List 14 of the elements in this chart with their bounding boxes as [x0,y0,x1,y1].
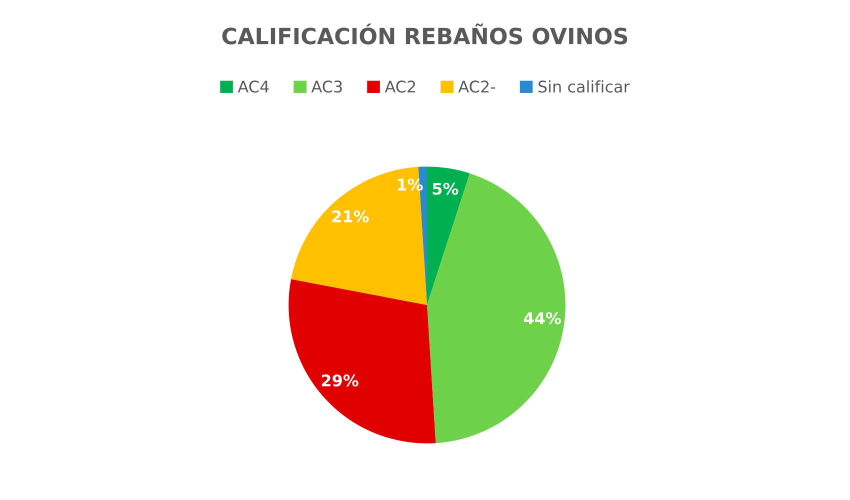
pie-slice [288,279,436,444]
data-label: 5% [432,182,458,195]
legend-label: Sin calificar [538,80,630,93]
legend-label: AC3 [311,80,342,93]
data-label: 21% [332,210,369,222]
legend-label: AC4 [238,80,269,93]
data-label: 44% [524,312,561,324]
legend-label: AC2 [384,80,416,93]
chart-title: CALIFICACIÓN REBAÑOS OVINOS [222,24,628,44]
legend-label: AC2- [458,80,496,93]
pie-slice [427,173,566,444]
pie-slice [291,166,427,305]
pie-slice [427,166,470,305]
data-label: 29% [322,374,358,387]
